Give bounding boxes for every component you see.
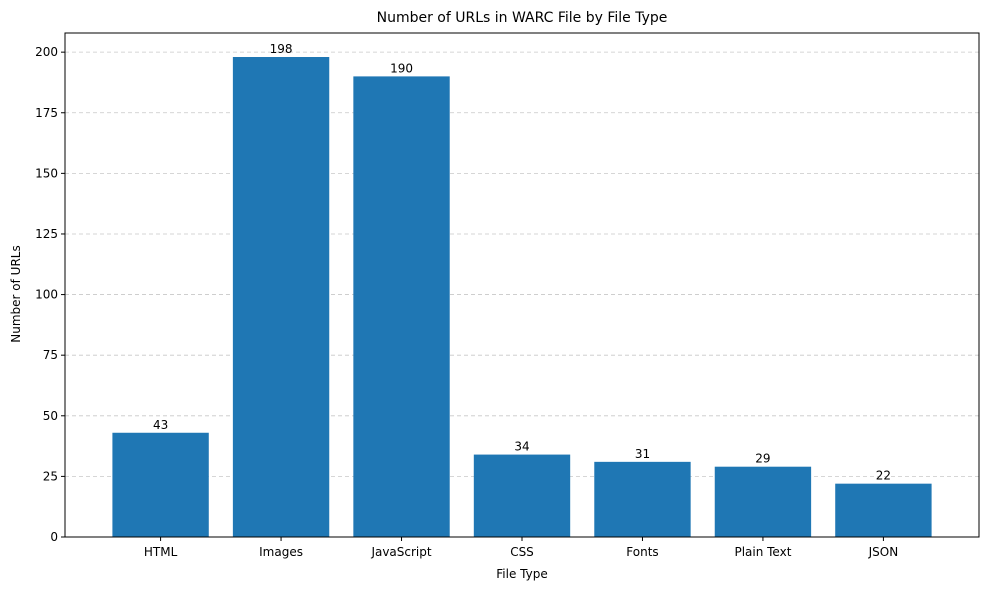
bar-plain-text — [714, 466, 812, 537]
y-ticks-layer: 0 25 50 75 100 125 150 175 200 — [35, 45, 65, 544]
y-tick-label: 0 — [50, 530, 58, 544]
x-tick-label: JSON — [868, 545, 899, 559]
x-tick-label: Fonts — [626, 545, 658, 559]
data-label: 29 — [755, 452, 770, 466]
data-label: 190 — [390, 61, 413, 75]
y-tick-label: 50 — [43, 409, 58, 423]
y-tick-label: 150 — [35, 166, 58, 180]
y-tick-label: 125 — [35, 227, 58, 241]
bar-images — [232, 57, 330, 537]
x-tick-label: Plain Text — [734, 545, 791, 559]
data-label: 198 — [270, 42, 293, 56]
x-tick-label: Images — [259, 545, 303, 559]
y-tick-label: 200 — [35, 45, 58, 59]
y-axis-label: Number of URLs — [9, 245, 23, 342]
data-label: 22 — [876, 469, 891, 483]
data-label: 34 — [514, 440, 529, 454]
data-label: 31 — [635, 447, 650, 461]
y-tick-label: 25 — [43, 469, 58, 483]
chart-title: Number of URLs in WARC File by File Type — [377, 10, 668, 26]
y-tick-label: 75 — [43, 348, 58, 362]
bar-json — [835, 483, 932, 537]
x-tick-label: CSS — [510, 545, 534, 559]
y-tick-label: 175 — [35, 106, 58, 120]
bar-html — [112, 432, 209, 537]
bar-css — [473, 454, 571, 537]
bar-fonts — [594, 461, 691, 537]
x-axis-label: File Type — [496, 567, 547, 581]
x-ticks-layer: HTML Images JavaScript CSS Fonts Plain Text JS… — [144, 537, 898, 559]
data-labels-layer: 43 198 190 34 31 29 22 — [153, 42, 891, 483]
bar-javascript — [353, 76, 450, 538]
data-label: 43 — [153, 418, 168, 432]
y-tick-label: 100 — [35, 288, 58, 302]
x-tick-label: JavaScript — [370, 545, 431, 559]
bars-layer — [112, 57, 932, 538]
x-tick-label: HTML — [144, 545, 178, 559]
